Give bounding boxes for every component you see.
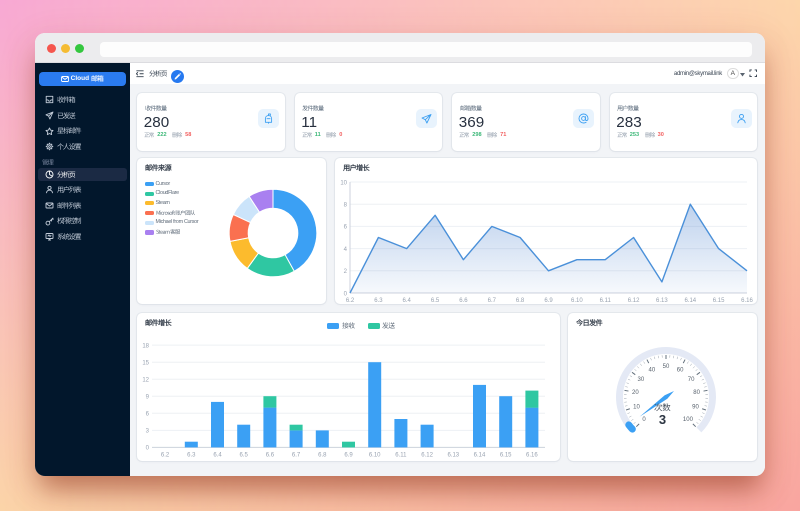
svg-text:6.12: 6.12	[421, 452, 433, 458]
svg-text:6.12: 6.12	[628, 298, 640, 304]
svg-text:6.13: 6.13	[656, 298, 668, 304]
svg-text:20: 20	[632, 390, 639, 396]
svg-text:6.11: 6.11	[395, 452, 407, 458]
svg-text:0: 0	[344, 291, 348, 297]
svg-text:6.5: 6.5	[240, 452, 249, 458]
svg-text:18: 18	[142, 343, 149, 349]
svg-text:6.15: 6.15	[713, 298, 725, 304]
svg-text:6.13: 6.13	[447, 452, 459, 458]
svg-text:6.11: 6.11	[600, 298, 612, 304]
svg-text:6.16: 6.16	[741, 298, 753, 304]
svg-text:6.6: 6.6	[459, 298, 468, 304]
svg-text:6.5: 6.5	[431, 298, 440, 304]
svg-text:70: 70	[688, 377, 695, 383]
svg-text:6.15: 6.15	[500, 452, 512, 458]
svg-text:10: 10	[340, 180, 347, 186]
svg-text:90: 90	[692, 405, 699, 411]
svg-text:8: 8	[344, 203, 348, 209]
svg-text:6.8: 6.8	[516, 298, 525, 304]
svg-text:6.7: 6.7	[292, 452, 301, 458]
svg-text:6: 6	[146, 412, 150, 418]
svg-text:50: 50	[663, 364, 670, 370]
svg-text:6.9: 6.9	[544, 298, 553, 304]
svg-text:15: 15	[142, 361, 149, 367]
svg-text:6.7: 6.7	[488, 298, 497, 304]
svg-text:9: 9	[146, 395, 150, 401]
svg-text:6.3: 6.3	[187, 452, 196, 458]
svg-text:6: 6	[344, 225, 348, 231]
svg-text:6.3: 6.3	[374, 298, 383, 304]
svg-text:6.14: 6.14	[684, 298, 696, 304]
svg-text:2: 2	[344, 269, 348, 275]
svg-text:6.10: 6.10	[369, 452, 381, 458]
svg-text:100: 100	[683, 417, 694, 423]
svg-text:6.4: 6.4	[213, 452, 222, 458]
svg-text:30: 30	[638, 377, 645, 383]
svg-text:40: 40	[649, 367, 656, 373]
svg-text:6.10: 6.10	[571, 298, 583, 304]
svg-text:60: 60	[677, 367, 684, 373]
svg-text:6.2: 6.2	[161, 452, 170, 458]
svg-text:6.2: 6.2	[346, 298, 355, 304]
svg-text:80: 80	[693, 390, 700, 396]
svg-text:4: 4	[344, 247, 348, 253]
svg-text:6.14: 6.14	[474, 452, 486, 458]
svg-text:0: 0	[146, 446, 150, 452]
svg-text:3: 3	[146, 429, 150, 435]
svg-text:6.6: 6.6	[266, 452, 275, 458]
svg-text:6.4: 6.4	[403, 298, 412, 304]
svg-text:0: 0	[642, 417, 646, 423]
svg-text:6.9: 6.9	[344, 452, 353, 458]
svg-text:10: 10	[633, 405, 640, 411]
svg-text:6.8: 6.8	[318, 452, 327, 458]
svg-text:6.16: 6.16	[526, 452, 538, 458]
svg-text:12: 12	[142, 378, 149, 384]
